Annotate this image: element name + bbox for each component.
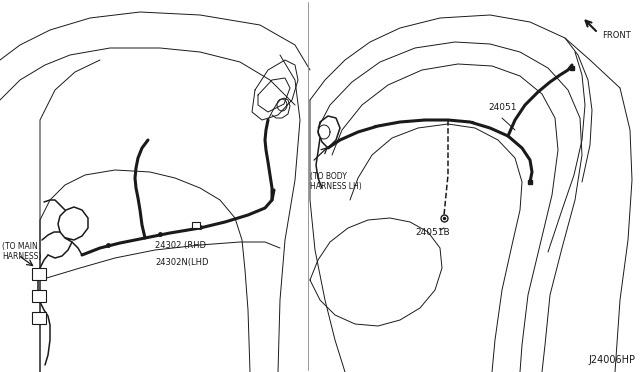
- Text: 24051: 24051: [488, 103, 516, 112]
- Text: (TO MAIN
HARNESS): (TO MAIN HARNESS): [2, 242, 42, 262]
- Bar: [192, 222, 200, 228]
- Text: 24302 (RHD: 24302 (RHD: [155, 241, 206, 250]
- Bar: [32, 268, 46, 280]
- Text: (TO BODY
HARNESS LH): (TO BODY HARNESS LH): [310, 172, 362, 192]
- Bar: [32, 290, 46, 302]
- Text: 24302N(LHD: 24302N(LHD: [155, 258, 209, 267]
- Text: 24051B: 24051B: [415, 228, 450, 237]
- Bar: [32, 312, 46, 324]
- Text: FRONT: FRONT: [602, 31, 631, 39]
- Text: J24006HP: J24006HP: [588, 355, 635, 365]
